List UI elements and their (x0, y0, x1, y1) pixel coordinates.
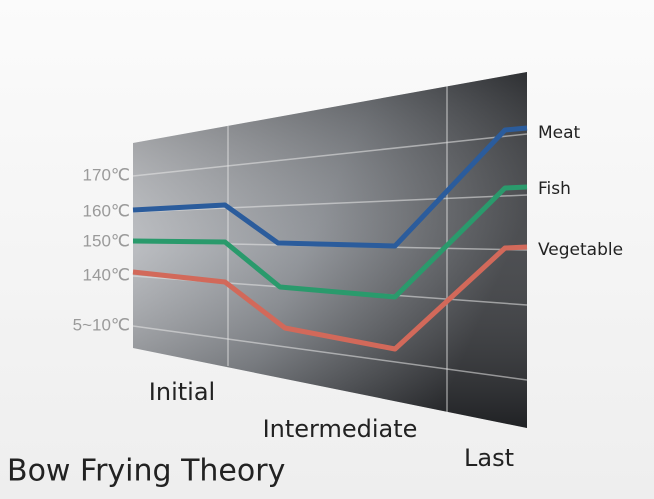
stage-label: Last (464, 444, 514, 472)
title: Bow Frying Theory (7, 454, 285, 489)
temperature-label: 140℃ (83, 265, 130, 284)
stage-label: Initial (149, 378, 215, 406)
series-label: Fish (538, 179, 571, 199)
series-label: Vegetable (538, 240, 623, 260)
stage-label: Intermediate (263, 415, 418, 443)
grid-line (132, 194, 528, 213)
temperature-label: 5~10℃ (73, 315, 130, 334)
grid-line (132, 325, 528, 381)
series-label: Meat (538, 123, 581, 143)
temperature-label: 160℃ (83, 201, 130, 220)
meat-line (132, 125, 528, 249)
vegetable-line (132, 244, 528, 352)
temperature-label: 150℃ (83, 231, 130, 250)
temperature-label: 170℃ (83, 165, 130, 184)
fish-line (132, 184, 528, 300)
grid-line (132, 133, 528, 177)
